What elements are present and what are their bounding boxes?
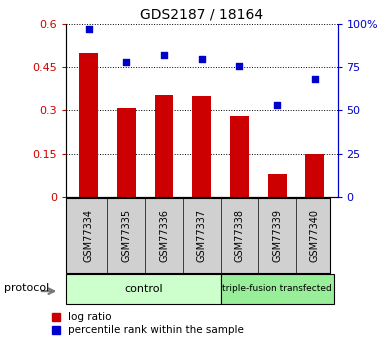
Text: GSM77334: GSM77334 [83,209,94,262]
Text: GSM77337: GSM77337 [197,209,207,262]
Text: protocol: protocol [4,283,49,293]
Bar [268,174,287,197]
Legend: log ratio, percentile rank within the sample: log ratio, percentile rank within the sa… [52,312,244,335]
Text: control: control [124,284,163,294]
Bar [192,96,211,197]
Point [161,52,167,58]
Text: triple-fusion transfected: triple-fusion transfected [222,284,332,294]
Bar [66,274,221,304]
Text: GSM77339: GSM77339 [272,209,282,262]
Bar [305,154,324,197]
Point [312,77,318,82]
Text: GSM77340: GSM77340 [310,209,320,262]
Point [236,63,242,68]
Point [85,27,92,32]
Text: GSM77336: GSM77336 [159,209,169,262]
Point [123,59,130,65]
Text: GSM77335: GSM77335 [121,209,131,262]
Bar [117,108,136,197]
Text: GSM77338: GSM77338 [234,209,244,262]
Bar [79,53,98,197]
Point [274,102,280,108]
Bar [230,116,249,197]
Bar [221,274,334,304]
Title: GDS2187 / 18164: GDS2187 / 18164 [140,8,263,22]
Bar [154,95,173,197]
Point [199,56,205,61]
